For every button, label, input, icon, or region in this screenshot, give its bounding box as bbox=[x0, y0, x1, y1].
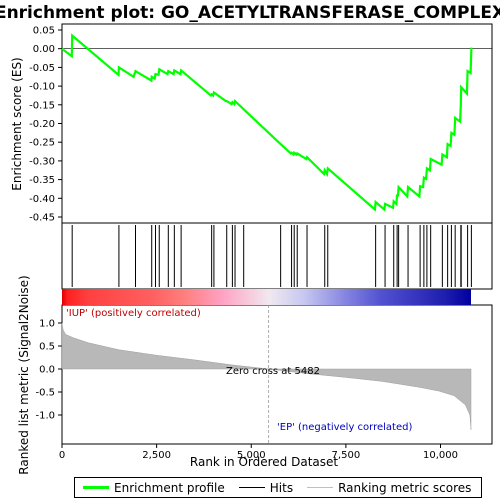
metric-axis: 1.0 0.5 0.0 -0.5 -1.0 bbox=[35, 319, 62, 422]
legend-hits-label: Hits bbox=[270, 481, 293, 495]
hits-group bbox=[72, 225, 471, 287]
metric-tick-label-4: -1.0 bbox=[35, 411, 55, 422]
legend-metric-swatch bbox=[307, 487, 333, 488]
es-tick-label-1: 0.00 bbox=[33, 44, 55, 55]
legend-enrichment: Enrichment profile bbox=[83, 481, 225, 495]
x-axis-label: Rank in Ordered Dataset bbox=[190, 455, 338, 469]
heatmap-bar bbox=[62, 289, 471, 305]
legend-enrichment-label: Enrichment profile bbox=[114, 481, 225, 495]
es-tick-label-4: -0.15 bbox=[29, 100, 55, 111]
hits-panel bbox=[62, 223, 492, 289]
metric-tick-label-2: 0.0 bbox=[39, 365, 55, 376]
legend-enrichment-swatch bbox=[83, 486, 109, 489]
metric-tick-label-0: 1.0 bbox=[39, 319, 55, 330]
legend-metric: Ranking metric scores bbox=[307, 481, 471, 495]
es-line-group bbox=[62, 36, 471, 210]
es-y-axis-label: Enrichment score (ES) bbox=[10, 57, 24, 190]
legend-metric-label: Ranking metric scores bbox=[338, 481, 471, 495]
zero-cross-annotation: Zero cross at 5482 bbox=[226, 366, 320, 377]
es-tick-label-9: -0.40 bbox=[29, 194, 55, 205]
es-tick-label-10: -0.45 bbox=[29, 213, 55, 224]
legend: Enrichment profile Hits Ranking metric s… bbox=[74, 477, 482, 498]
metric-tick-label-3: -0.5 bbox=[35, 388, 55, 399]
es-tick-label-8: -0.35 bbox=[29, 175, 55, 186]
metric-y-axis-label: Ranked list metric (Signal2Noise) bbox=[17, 275, 31, 474]
legend-hits: Hits bbox=[239, 481, 293, 495]
positive-annotation: 'IUP' (positively correlated) bbox=[66, 308, 201, 319]
enrichment-profile-line bbox=[62, 36, 471, 210]
es-tick-label-0: 0.05 bbox=[33, 26, 55, 37]
es-tick-label-6: -0.25 bbox=[29, 138, 55, 149]
es-tick-label-7: -0.30 bbox=[29, 156, 55, 167]
es-tick-label-2: -0.05 bbox=[29, 63, 55, 74]
es-tick-label-3: -0.10 bbox=[29, 82, 55, 93]
x-tick-label-1: 2,500 bbox=[142, 450, 171, 461]
es-panel bbox=[62, 24, 492, 223]
es-tick-label-5: -0.20 bbox=[29, 119, 55, 130]
x-tick-label-4: 10,000 bbox=[423, 450, 458, 461]
metric-tick-label-1: 0.5 bbox=[39, 342, 55, 353]
legend-hits-swatch bbox=[239, 487, 265, 488]
negative-annotation: 'EP' (negatively correlated) bbox=[277, 422, 412, 433]
chart-title: Enrichment plot: GO_ACETYLTRANSFERASE_CO… bbox=[0, 3, 500, 23]
x-tick-label-0: 0 bbox=[59, 450, 65, 461]
